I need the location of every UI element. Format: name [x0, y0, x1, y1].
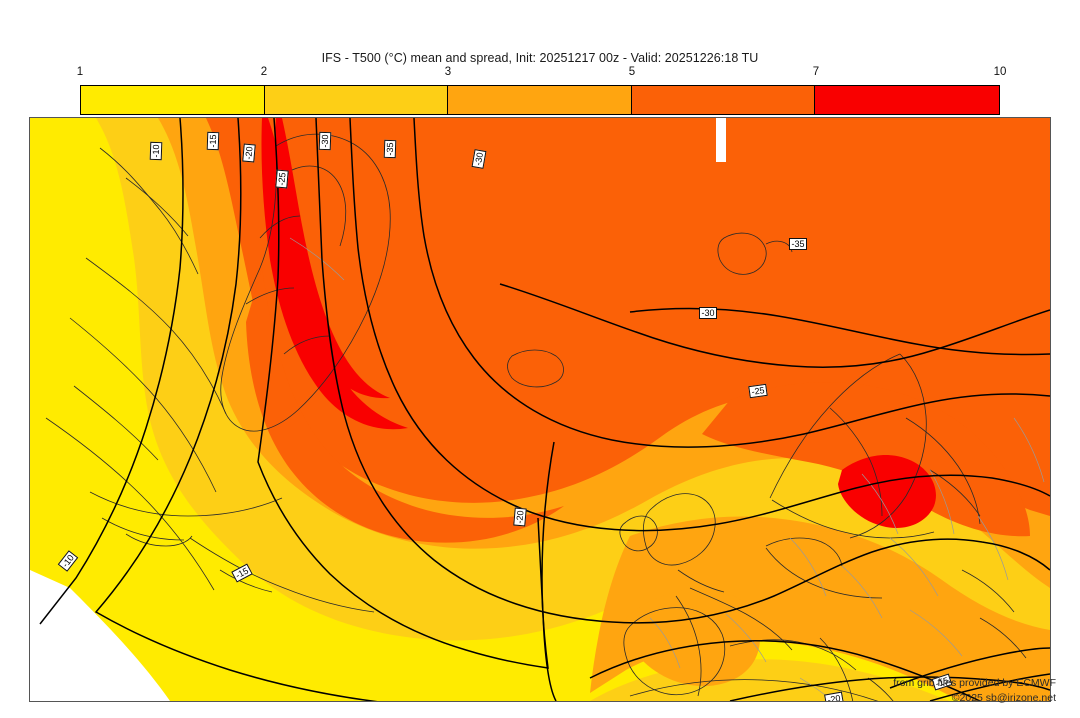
no-data-region — [30, 570, 158, 701]
colorbar-tick-labels: 1 2 3 5 7 10 — [76, 66, 1007, 82]
colorbar-segment-2-3 — [264, 86, 449, 114]
credits-line-2: ©2025 sb@irizone.net — [951, 692, 1056, 704]
spread-shading — [30, 118, 1050, 701]
map-canvas[interactable]: -10 -15 -20 -25 -30 -35 -30 -35 -30 -25 -20 -10 -15-… — [29, 117, 1051, 702]
contour-label-minus35: -35 — [383, 139, 397, 159]
contour-label-minus35: -35 — [788, 238, 808, 250]
contour--15 — [94, 118, 378, 701]
credits: from grib files provided by ECMWF ©2025 … — [893, 676, 1056, 706]
contour--15-se2 — [929, 673, 1050, 701]
colorbar-gradient — [80, 85, 1000, 115]
colorbar-tick-5: 5 — [628, 66, 636, 78]
contour--30-east — [499, 283, 1050, 368]
contour--20-africa — [729, 676, 1050, 701]
contour-label-minus20: -20 — [242, 143, 256, 163]
contour-label-minus10: -10 — [149, 141, 163, 161]
contour-label-minus30: -30 — [318, 131, 332, 151]
contour--20-europe — [589, 640, 981, 701]
spread-band-7-10-core — [274, 118, 390, 399]
colorbar-tick-3: 3 — [444, 66, 452, 78]
contour-label-minus15: -15 — [206, 131, 220, 151]
spread-band-3-5-iberia — [626, 589, 760, 687]
contour--30 — [349, 118, 1050, 532]
colorbar-tick-2: 2 — [260, 66, 268, 78]
spread-band-3-5-europe — [590, 516, 1050, 701]
colorbar-segment-1-2 — [81, 86, 265, 114]
colorbar-tick-7: 7 — [812, 66, 820, 78]
no-data-notch — [716, 118, 726, 162]
mean-contours — [39, 118, 1050, 701]
contour--15-se — [889, 647, 1050, 689]
contour-label-minus20: -20 — [824, 691, 844, 701]
colorbar-tick-1: 1 — [76, 66, 84, 78]
spread-band-7-10-nordic — [838, 455, 936, 528]
colorbar: 1 2 3 5 7 10 — [77, 66, 1006, 115]
contour-label-minus25: -25 — [748, 383, 768, 399]
credits-line-1: from grib files provided by ECMWF — [893, 677, 1056, 689]
contour--35 — [413, 118, 1050, 448]
contour-label-minus20: -20 — [513, 507, 527, 527]
spread-band-7-10 — [261, 118, 408, 430]
colorbar-segment-5-7 — [631, 86, 816, 114]
colorbar-tick-10: 10 — [993, 66, 1007, 78]
spread-band-5-7 — [206, 118, 1050, 516]
colorbar-segment-7-10 — [815, 86, 999, 114]
map-svg — [30, 118, 1050, 701]
contour-label-minus30: -30 — [698, 307, 718, 319]
contour-label-minus25: -25 — [275, 169, 289, 189]
country-borders — [289, 237, 1045, 701]
page-title: IFS - T500 (°C) mean and spread, Init: 2… — [321, 51, 759, 65]
contour--10 — [39, 118, 184, 625]
spread-band-5-7-tail — [246, 268, 564, 543]
contour--25 — [315, 118, 1050, 624]
colorbar-segment-3-5 — [448, 86, 632, 114]
contour--20-south — [537, 517, 557, 701]
